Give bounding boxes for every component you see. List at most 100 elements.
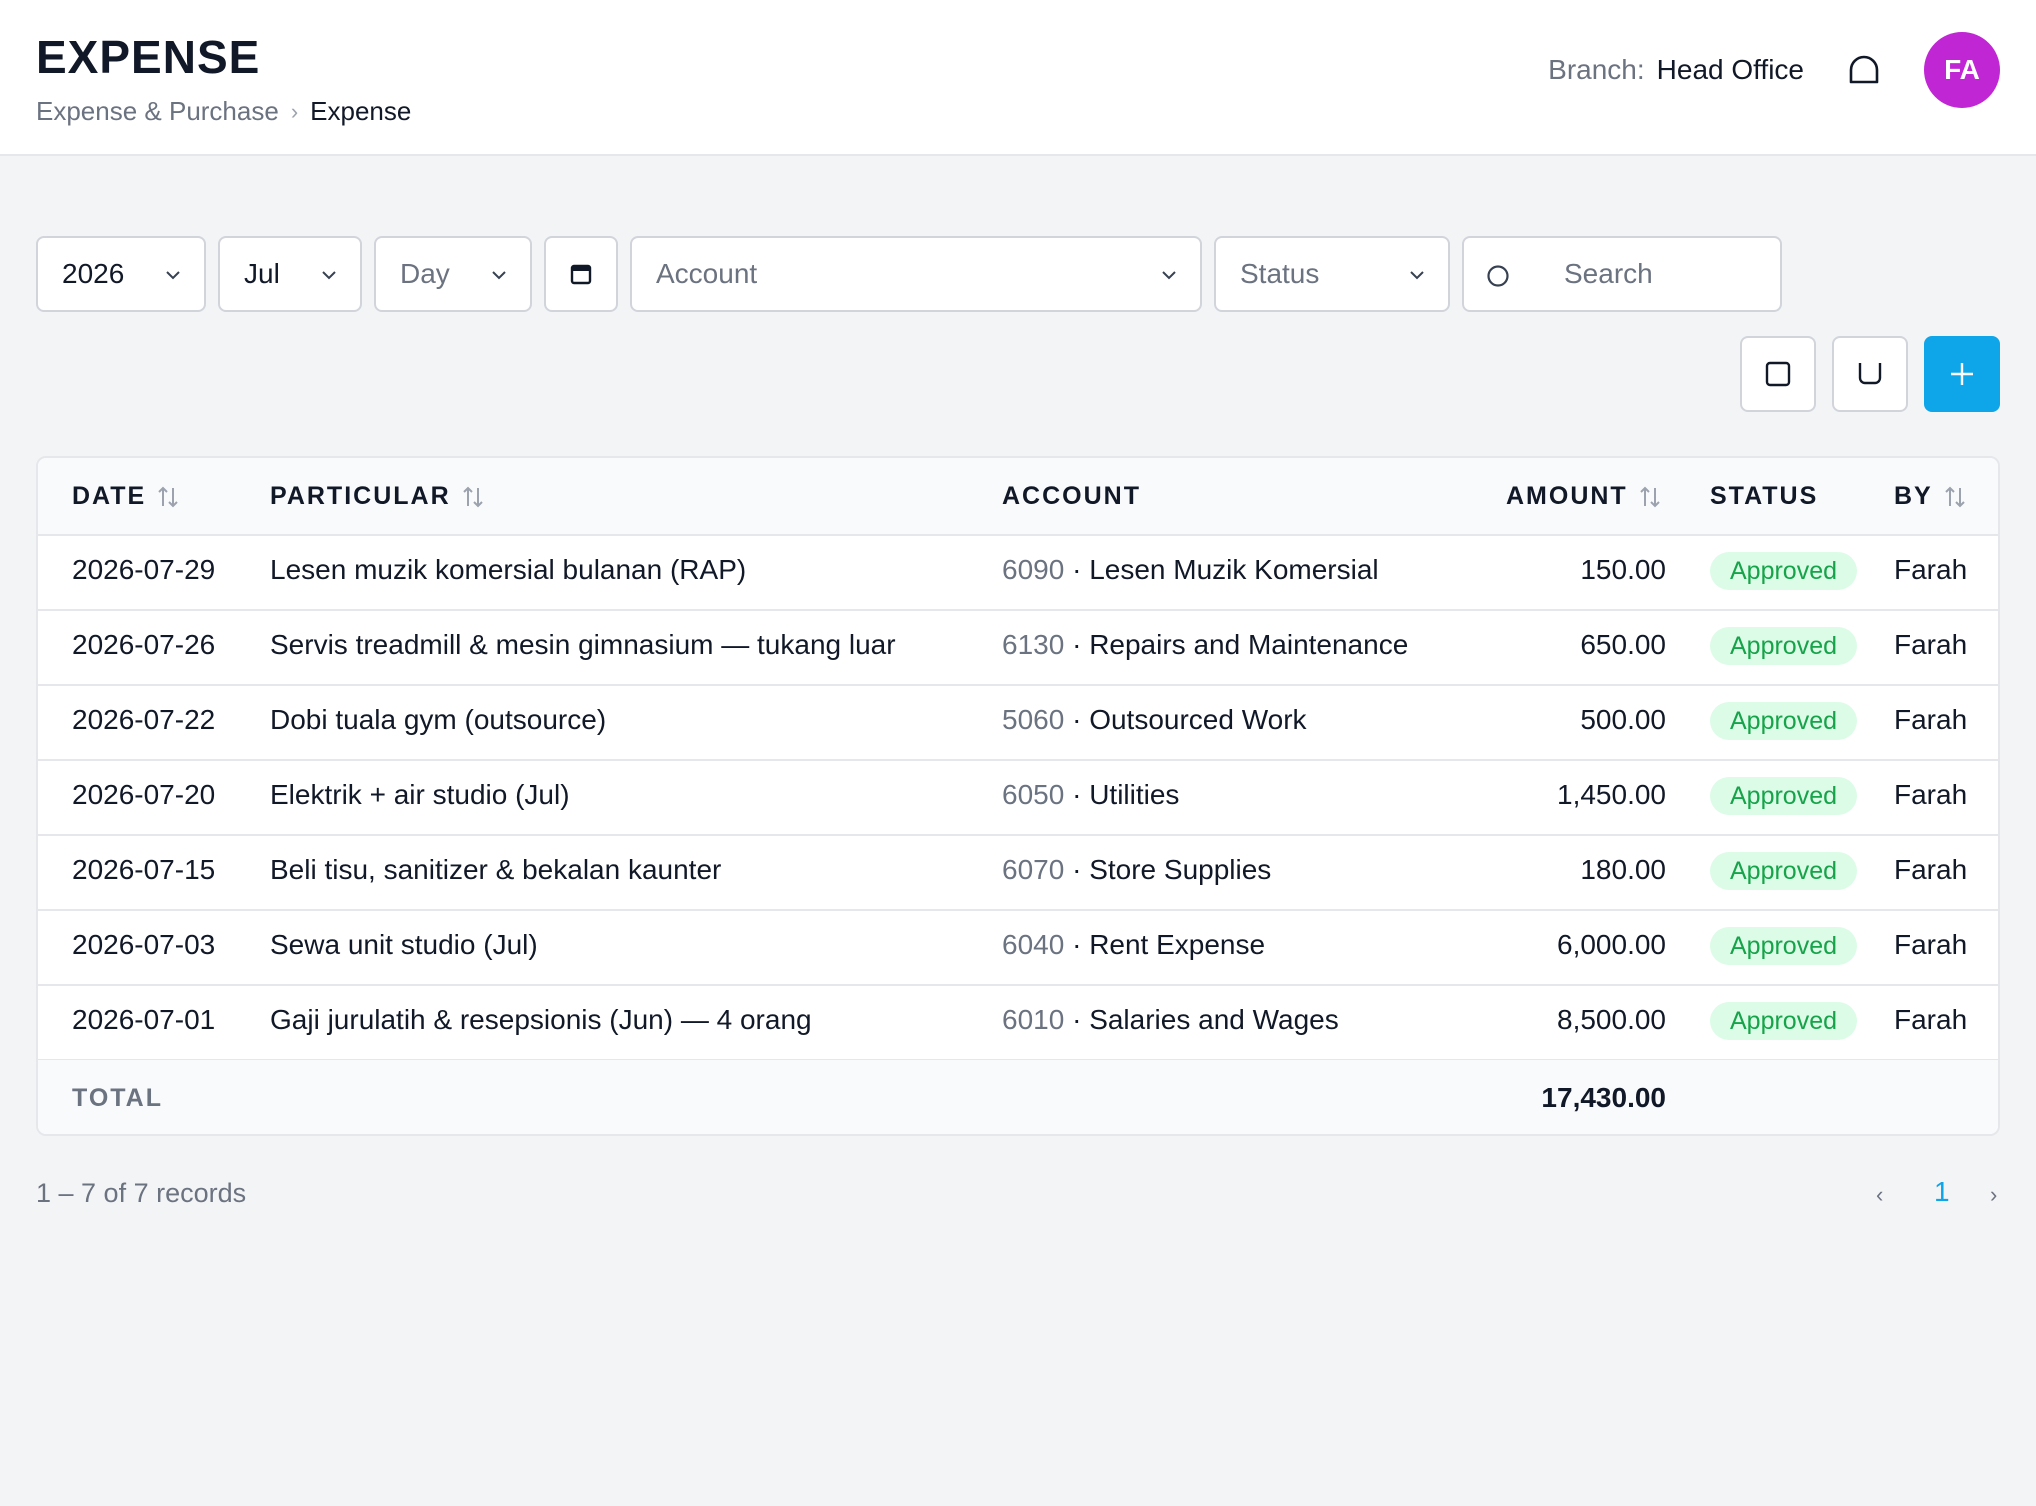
cell-account: 6050 · Utilities bbox=[1002, 779, 1180, 810]
cell-amount: 650.00 bbox=[1580, 629, 1666, 660]
records-summary: 1 – 7 of 7 records bbox=[36, 1178, 247, 1208]
table-row[interactable]: 2026-07-01 Gaji jurulatih & resepsionis … bbox=[38, 986, 1998, 1061]
column-header-label: AMOUNT bbox=[1506, 482, 1628, 510]
column-header-particular[interactable]: PARTICULAR bbox=[270, 482, 485, 511]
cell-by: Farah bbox=[1894, 629, 1968, 660]
cell-by: Farah bbox=[1894, 929, 1968, 960]
page-header: EXPENSE Expense & Purchase › Expense Bra… bbox=[0, 0, 2036, 156]
month-select-value: Jul bbox=[244, 258, 280, 289]
status-badge: Approved bbox=[1710, 927, 1858, 965]
search-input[interactable] bbox=[1564, 254, 1764, 294]
account-code: 6130 bbox=[1002, 629, 1065, 660]
cell-date: 2026-07-03 bbox=[72, 929, 216, 960]
cell-account: 6010 · Salaries and Wages bbox=[1002, 1004, 1339, 1035]
chevron-down-icon bbox=[1410, 271, 1424, 280]
status-badge: Approved bbox=[1710, 552, 1858, 590]
breadcrumb-item-expense-purchase[interactable]: Expense & Purchase bbox=[36, 96, 279, 126]
breadcrumb: Expense & Purchase › Expense bbox=[36, 96, 411, 127]
avatar[interactable]: FA bbox=[1924, 32, 2000, 108]
page-title: EXPENSE bbox=[36, 31, 261, 83]
pagination-next[interactable]: › bbox=[1990, 1182, 1998, 1207]
account-select-placeholder: Account bbox=[656, 258, 758, 289]
cell-date: 2026-07-29 bbox=[72, 554, 216, 585]
calendar-button[interactable] bbox=[544, 236, 618, 312]
breadcrumb-separator: › bbox=[290, 98, 299, 124]
cell-date: 2026-07-15 bbox=[72, 854, 216, 885]
column-header-amount[interactable]: AMOUNT bbox=[1506, 482, 1662, 511]
table-row[interactable]: 2026-07-29 Lesen muzik komersial bulanan… bbox=[38, 536, 1998, 611]
column-header-account: ACCOUNT bbox=[1002, 482, 1141, 511]
search-icon bbox=[1487, 265, 1509, 287]
cell-amount: 180.00 bbox=[1580, 854, 1666, 885]
download-button[interactable] bbox=[1832, 336, 1908, 412]
cell-amount: 150.00 bbox=[1580, 554, 1666, 585]
cell-date: 2026-07-01 bbox=[72, 1004, 216, 1035]
cell-particular: Servis treadmill & mesin gimnasium — tuk… bbox=[270, 629, 896, 660]
bell-icon[interactable] bbox=[1847, 54, 1881, 86]
column-header-date[interactable]: DATE bbox=[72, 482, 180, 511]
account-name: Rent Expense bbox=[1089, 929, 1266, 960]
cell-particular: Elektrik + air studio (Jul) bbox=[270, 779, 570, 810]
status-badge: Approved bbox=[1710, 852, 1858, 890]
column-header-by[interactable]: BY bbox=[1894, 482, 1967, 511]
account-code: 6070 bbox=[1002, 854, 1065, 885]
download-icon bbox=[1858, 363, 1882, 385]
table-row[interactable]: 2026-07-20 Elektrik + air studio (Jul) 6… bbox=[38, 761, 1998, 836]
account-name: Outsourced Work bbox=[1089, 704, 1307, 735]
cell-account: 6130 · Repairs and Maintenance bbox=[1002, 629, 1409, 660]
search-box[interactable] bbox=[1462, 236, 1782, 312]
account-name: Utilities bbox=[1089, 779, 1180, 810]
print-button[interactable] bbox=[1740, 336, 1816, 412]
sort-icon bbox=[158, 486, 178, 507]
pagination-prev[interactable]: ‹ bbox=[1876, 1182, 1884, 1207]
total-label: TOTAL bbox=[72, 1084, 164, 1112]
plus-icon bbox=[1951, 363, 1973, 385]
table-row[interactable]: 2026-07-26 Servis treadmill & mesin gimn… bbox=[38, 611, 1998, 686]
table-row[interactable]: 2026-07-03 Sewa unit studio (Jul) 6040 ·… bbox=[38, 911, 1998, 986]
cell-by: Farah bbox=[1894, 554, 1968, 585]
account-name: Store Supplies bbox=[1089, 854, 1272, 885]
day-select[interactable]: Day bbox=[374, 236, 532, 312]
cell-particular: Gaji jurulatih & resepsionis (Jun) — 4 o… bbox=[270, 1004, 812, 1035]
column-header-label: DATE bbox=[72, 482, 147, 510]
cell-by: Farah bbox=[1894, 1004, 1968, 1035]
branch-selector[interactable]: Branch: Head Office bbox=[1548, 54, 1804, 86]
year-select[interactable]: 2026 bbox=[36, 236, 206, 312]
account-name: Repairs and Maintenance bbox=[1089, 629, 1409, 660]
account-select[interactable]: Account bbox=[630, 236, 1202, 312]
cell-amount: 1,450.00 bbox=[1557, 779, 1666, 810]
year-select-value: 2026 bbox=[62, 258, 125, 289]
status-select-placeholder: Status bbox=[1240, 258, 1320, 289]
cell-date: 2026-07-20 bbox=[72, 779, 216, 810]
chevron-down-icon bbox=[166, 271, 180, 280]
cell-particular: Lesen muzik komersial bulanan (RAP) bbox=[270, 554, 747, 585]
account-code: 6050 bbox=[1002, 779, 1065, 810]
table-header: DATE PARTICULAR ACCOUNT AMOUNT STATUS BY bbox=[38, 458, 1998, 536]
cell-by: Farah bbox=[1894, 854, 1968, 885]
sort-icon bbox=[1640, 486, 1660, 507]
chevron-down-icon bbox=[322, 271, 336, 280]
account-code: 6040 bbox=[1002, 929, 1065, 960]
chevron-down-icon bbox=[492, 271, 506, 280]
cell-amount: 6,000.00 bbox=[1557, 929, 1666, 960]
pagination-page-1[interactable]: 1 bbox=[1934, 1176, 1950, 1207]
cell-amount: 8,500.00 bbox=[1557, 1004, 1666, 1035]
cell-particular: Dobi tuala gym (outsource) bbox=[270, 704, 607, 735]
column-header-label: ACCOUNT bbox=[1002, 482, 1141, 510]
account-name: Salaries and Wages bbox=[1089, 1004, 1339, 1035]
column-header-status: STATUS bbox=[1710, 482, 1818, 511]
table-row[interactable]: 2026-07-22 Dobi tuala gym (outsource) 50… bbox=[38, 686, 1998, 761]
column-header-label: BY bbox=[1894, 482, 1933, 510]
branch-label: Branch: bbox=[1548, 54, 1645, 85]
total-row: TOTAL 17,430.00 bbox=[38, 1060, 1998, 1134]
status-badge: Approved bbox=[1710, 702, 1858, 740]
status-badge: Approved bbox=[1710, 1002, 1858, 1040]
table-row[interactable]: 2026-07-15 Beli tisu, sanitizer & bekala… bbox=[38, 836, 1998, 911]
cell-by: Farah bbox=[1894, 704, 1968, 735]
account-code: 6010 bbox=[1002, 1004, 1065, 1035]
cell-date: 2026-07-22 bbox=[72, 704, 216, 735]
expense-table: DATE PARTICULAR ACCOUNT AMOUNT STATUS BY… bbox=[36, 456, 2000, 1136]
month-select[interactable]: Jul bbox=[218, 236, 362, 312]
add-expense-button[interactable] bbox=[1924, 336, 2000, 412]
status-select[interactable]: Status bbox=[1214, 236, 1450, 312]
